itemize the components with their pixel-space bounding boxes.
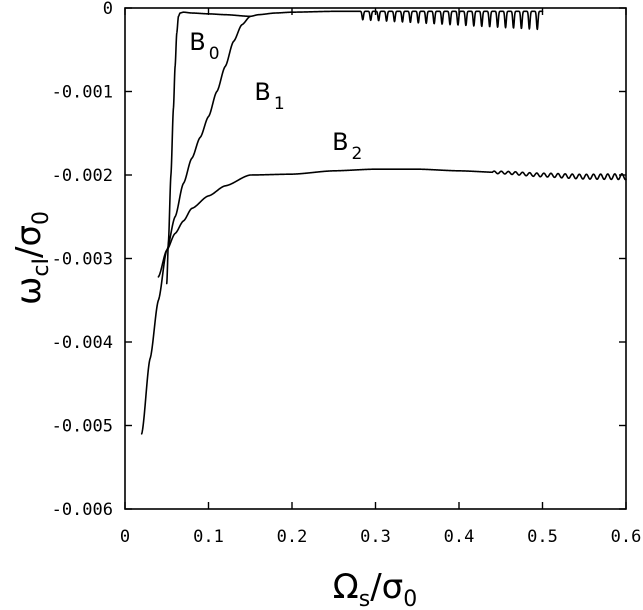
series-line-b1 (140, 10, 544, 435)
series-line-b0 (165, 11, 252, 285)
x-tick-label: 0.4 (444, 527, 475, 547)
y-axis-label-sub: cI (29, 258, 54, 277)
y-axis-label: ωcI/σ0 (9, 211, 54, 305)
x-tick-label: 0.1 (193, 527, 224, 547)
y-axis-label-over-sub: 0 (29, 211, 54, 225)
x-tick-label: 0.2 (277, 527, 308, 547)
x-axis-label-over-sub: 0 (403, 587, 417, 610)
x-axis-label-sub: s (359, 587, 370, 610)
x-tick-label: 0 (120, 527, 130, 547)
y-axis-label-over: /σ (9, 225, 49, 258)
x-tick-label: 0.3 (360, 527, 391, 547)
x-tick-label: 0.6 (611, 527, 642, 547)
series-line-b2 (157, 168, 627, 278)
x-tick-label: 0.5 (527, 527, 558, 547)
x-axis-label-main: Ω (333, 567, 359, 607)
x-axis-label: Ωs/σ0 (333, 567, 417, 610)
y-axis-label-main: ω (9, 277, 49, 305)
y-tick-label: -0.004 (52, 333, 113, 353)
y-tick-label: -0.001 (52, 83, 113, 103)
x-axis-label-over: /σ (370, 567, 403, 607)
y-tick-label: -0.006 (52, 500, 113, 520)
y-tick-label: -0.005 (52, 417, 113, 437)
plot-frame (124, 7, 627, 510)
y-tick-label: -0.002 (52, 166, 113, 186)
y-axis-ticks: 0 -0.001 -0.002 -0.003 -0.004 -0.005 -0.006 (52, 0, 626, 520)
curve-labels: B 0 B 1 B 2 (189, 28, 362, 164)
data-series (140, 10, 627, 435)
x-axis-ticks: 0 0.1 0.2 0.3 0.4 0.5 0.6 (120, 8, 641, 547)
y-tick-label: -0.003 (52, 250, 113, 270)
y-tick-label: 0 (103, 0, 113, 19)
